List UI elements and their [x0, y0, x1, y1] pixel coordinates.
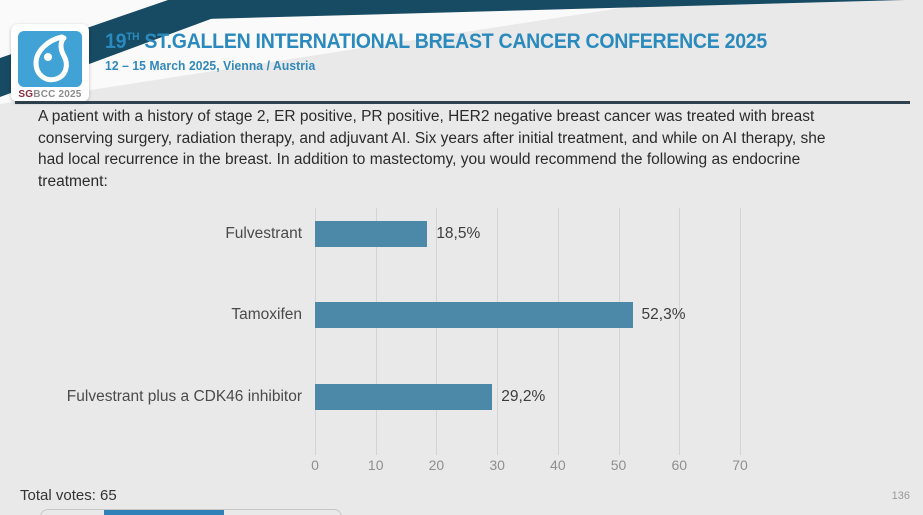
logo-caption-sg: SG	[18, 89, 34, 100]
header-title-block: 19TH ST.GALLEN INTERNATIONAL BREAST CANC…	[105, 30, 767, 73]
x-tick-label: 30	[489, 457, 505, 473]
title-number: 19	[105, 30, 127, 53]
gridline	[315, 208, 316, 455]
value-label: 18,5%	[436, 225, 481, 242]
category-label: Fulvestrant plus a CDK46 inhibitor	[66, 388, 302, 405]
value-label: 29,2%	[501, 388, 546, 405]
sgbcc-logo-card: SGBCC 2025	[11, 24, 89, 102]
title-ordinal: TH	[126, 31, 140, 43]
sgbcc-logo-square	[18, 31, 82, 87]
sgbcc-logo-caption: SGBCC 2025	[11, 89, 89, 100]
x-tick-label: 60	[671, 457, 688, 473]
category-label: Tamoxifen	[231, 306, 302, 323]
total-votes-label: Total votes: 65	[20, 487, 117, 504]
title-text: ST.GALLEN INTERNATIONAL BREAST CANCER CO…	[139, 30, 767, 53]
bottom-blue-bar	[104, 510, 224, 515]
category-label: Fulvestrant	[225, 225, 302, 242]
header-divider-rule	[15, 101, 910, 104]
gridline	[740, 208, 741, 455]
ribbon-navy-top	[168, 0, 905, 20]
slide-page-number: 136	[891, 490, 910, 502]
sgbcc-drop-icon	[33, 34, 69, 83]
conference-subtitle: 12 – 15 March 2025, Vienna / Austria	[105, 58, 316, 73]
x-tick-label: 0	[311, 457, 319, 473]
gridline	[436, 208, 438, 455]
gridline	[375, 208, 377, 455]
poll-bar-chart: Fulvestrant 18,5% Tamoxifen 52,3% Fulvestran…	[0, 208, 923, 473]
x-tick-label: 70	[732, 457, 748, 473]
result-bar	[315, 221, 428, 247]
x-tick-label: 20	[428, 457, 445, 473]
value-label: 52,3%	[641, 306, 686, 323]
gridline	[618, 208, 620, 455]
result-bar	[315, 384, 493, 410]
gridline	[497, 208, 499, 455]
poll-question-text: A patient with a history of stage 2, ER …	[38, 108, 826, 190]
x-tick-label: 50	[610, 457, 627, 473]
result-bar	[315, 302, 633, 328]
x-tick-label: 40	[550, 457, 566, 473]
gridline	[679, 208, 681, 455]
conference-title: 19TH ST.GALLEN INTERNATIONAL BREAST CANC…	[105, 30, 767, 54]
x-tick-label: 10	[367, 457, 384, 473]
gridline	[557, 208, 559, 455]
logo-caption-rest: BCC 2025	[33, 89, 82, 100]
